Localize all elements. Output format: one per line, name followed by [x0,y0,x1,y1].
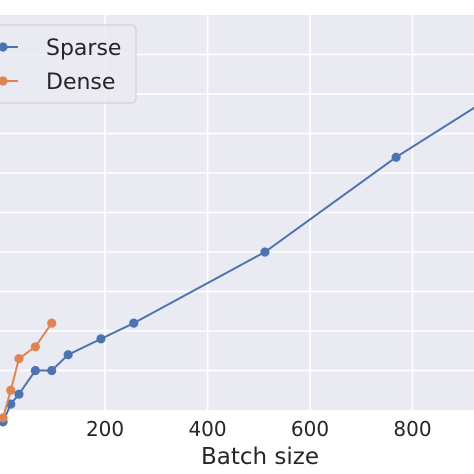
legend-box [0,24,137,104]
x-axis-label: Batch size [201,444,319,470]
x-tick-label: 400 [188,417,226,441]
data-point-sparse [63,350,73,360]
legend-item-dense: Dense [0,70,115,95]
legend-item-sparse: Sparse [0,36,121,61]
legend-label: Sparse [46,36,121,61]
legend: Sparse Dense [0,24,137,104]
x-tick-label: 600 [291,417,329,441]
data-point-sparse [391,152,401,162]
data-point-sparse [30,365,40,376]
series-layer [0,106,474,427]
data-point-dense [30,342,40,352]
legend-marker [0,42,8,52]
x-tick-label: 800 [393,417,431,441]
data-point-sparse [260,247,270,257]
legend-label: Dense [46,70,115,95]
data-point-dense [47,318,57,328]
gridlines [0,15,474,410]
x-tick-label: 200 [86,417,124,441]
data-point-sparse [96,334,106,344]
legend-marker [0,76,8,86]
data-point-sparse [47,365,57,376]
x-tick-labels: 200 400 600 800 [86,417,432,441]
data-point-dense [6,385,16,395]
data-point-sparse [129,318,139,328]
data-point-sparse [14,389,24,399]
series-dense [0,318,57,423]
data-point-dense [14,354,24,364]
data-point-dense [0,413,8,423]
